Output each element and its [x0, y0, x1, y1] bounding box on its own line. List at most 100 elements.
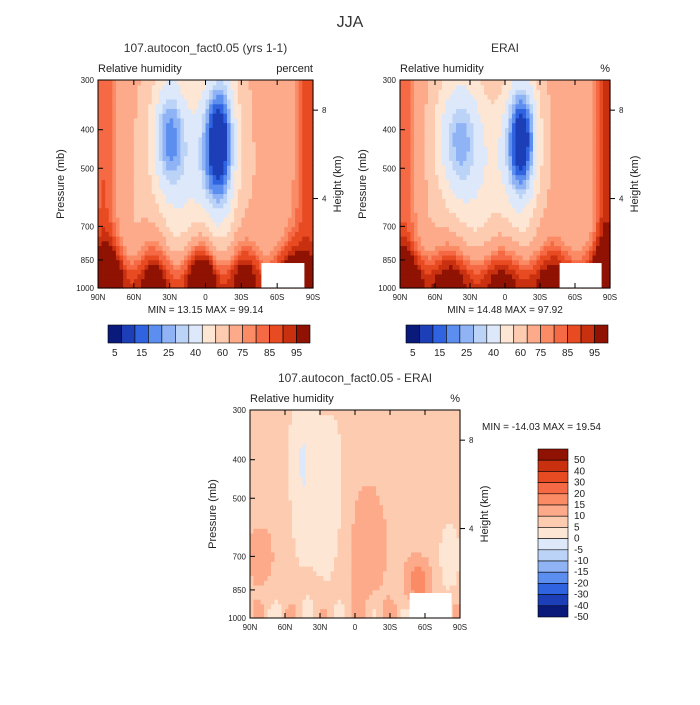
heat-cell	[105, 132, 109, 137]
heat-cell	[586, 222, 590, 227]
heat-cell	[505, 170, 509, 175]
heat-cell	[432, 123, 436, 128]
heat-cell	[263, 165, 267, 170]
heat-cell	[481, 279, 485, 284]
heat-cell	[130, 179, 134, 184]
heat-cell	[428, 231, 432, 236]
heat-cell	[120, 274, 124, 279]
heat-cell	[295, 198, 299, 203]
heat-cell	[263, 89, 267, 94]
heat-cell	[249, 203, 253, 208]
heat-cell	[295, 250, 299, 255]
heat-cell	[191, 89, 195, 94]
heat-cell	[137, 141, 141, 146]
heat-cell	[505, 193, 509, 198]
heat-cell	[554, 212, 558, 217]
heat-cell	[544, 184, 548, 189]
heat-cell	[191, 217, 195, 222]
heat-cell	[512, 189, 516, 194]
heat-cell	[238, 85, 242, 90]
heat-cell	[460, 127, 464, 132]
heat-cell	[288, 217, 292, 222]
heat-cell	[112, 250, 116, 255]
heat-cell	[530, 241, 534, 246]
heat-cell	[120, 269, 124, 274]
heat-cell	[418, 184, 422, 189]
heat-cell	[274, 137, 278, 142]
heat-cell	[213, 264, 217, 269]
heat-cell	[481, 260, 485, 265]
heat-cell	[547, 189, 551, 194]
heat-cell	[102, 113, 106, 118]
heat-cell	[137, 80, 141, 85]
heat-cell	[495, 279, 499, 284]
heat-cell	[109, 137, 113, 142]
heat-cell	[568, 222, 572, 227]
heat-cell	[477, 222, 481, 227]
heat-cell	[505, 269, 509, 274]
heat-cell	[163, 89, 167, 94]
heat-cell	[112, 241, 116, 246]
heat-cell	[481, 160, 485, 165]
heat-cell	[223, 279, 227, 284]
heat-cell	[491, 113, 495, 118]
heat-cell	[530, 236, 534, 241]
heat-cell	[177, 113, 181, 118]
heat-cell	[223, 151, 227, 156]
heat-cell	[579, 198, 583, 203]
heat-cell	[180, 165, 184, 170]
heat-cell	[252, 146, 256, 151]
heat-cell	[188, 80, 192, 85]
heat-cell	[411, 151, 415, 156]
heat-cell	[123, 179, 127, 184]
heat-cell	[170, 241, 174, 246]
heat-cell	[209, 104, 213, 109]
heat-cell	[523, 245, 527, 250]
heat-cell	[435, 113, 439, 118]
heat-cell	[551, 184, 555, 189]
heat-cell	[463, 132, 467, 137]
heat-cell	[259, 193, 263, 198]
heat-cell	[123, 198, 127, 203]
heat-cell	[484, 208, 488, 213]
heat-cell	[145, 222, 149, 227]
heat-cell	[227, 156, 231, 161]
heat-cell	[442, 118, 446, 123]
heat-cell	[145, 137, 149, 142]
heat-cell	[166, 151, 170, 156]
heat-cell	[442, 175, 446, 180]
heat-cell	[137, 198, 141, 203]
heat-cell	[477, 208, 481, 213]
heat-cell	[425, 156, 429, 161]
heat-cell	[519, 198, 523, 203]
heat-cell	[547, 260, 551, 265]
heat-cell	[463, 151, 467, 156]
heat-cell	[112, 156, 116, 161]
heat-cell	[209, 123, 213, 128]
heat-cell	[191, 222, 195, 227]
heat-cell	[213, 208, 217, 213]
heat-cell	[109, 118, 113, 123]
heat-cell	[428, 236, 432, 241]
heat-cell	[163, 269, 167, 274]
heat-cell	[540, 279, 544, 284]
heat-cell	[263, 104, 267, 109]
heat-cell	[572, 227, 576, 232]
heat-cell	[173, 269, 177, 274]
heat-cell	[116, 80, 120, 85]
heat-cell	[173, 264, 177, 269]
heat-cell	[425, 208, 429, 213]
heat-cell	[159, 189, 163, 194]
heat-cell	[227, 255, 231, 260]
heat-cell	[526, 193, 530, 198]
heat-cell	[460, 250, 464, 255]
heat-cell	[102, 189, 106, 194]
heat-cell	[216, 94, 220, 99]
heat-cell	[223, 189, 227, 194]
heat-cell	[227, 89, 231, 94]
heat-cell	[266, 203, 270, 208]
heat-cell	[127, 141, 131, 146]
heat-cell	[216, 274, 220, 279]
heat-cell	[266, 80, 270, 85]
heat-cell	[274, 132, 278, 137]
